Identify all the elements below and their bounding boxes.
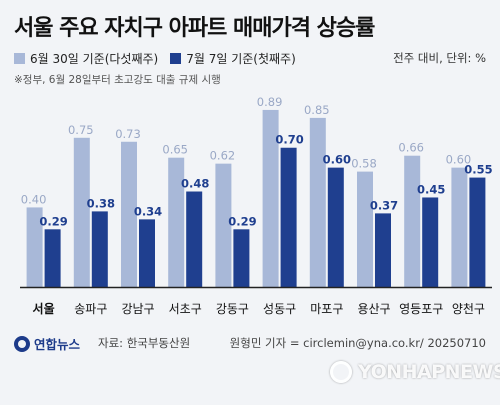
policy-note: ※정부, 6월 28일부터 초고강도 대출 규제 시행 (14, 74, 221, 86)
data-label-week5-3: 0.65 (162, 143, 188, 157)
bar-week5-5 (262, 109, 279, 287)
data-label-week1-8: 0.45 (417, 182, 445, 196)
bar-week5-8 (404, 155, 421, 287)
legend-label-week5: 6월 30일 기준(다섯째주) (30, 52, 159, 66)
x-tick-label-5: 성동구 (263, 302, 296, 316)
bar-week1-0 (44, 229, 61, 287)
credit-text: 원형민 기자 = circlemin@yna.co.kr/ 20250710 (229, 336, 486, 350)
data-label-week5-9: 0.60 (446, 153, 472, 167)
bar-week1-2 (139, 219, 155, 287)
data-label-week5-8: 0.66 (398, 141, 424, 155)
data-label-week5-0: 0.40 (21, 192, 47, 206)
x-tick-label-8: 영등포구 (399, 302, 443, 316)
bar-week5-3 (168, 157, 185, 287)
logo-text: 연합뉴스 (34, 337, 81, 352)
bar-week1-9 (469, 177, 486, 287)
bar-week1-6 (327, 167, 344, 287)
unit-label: 전주 대비, 단위: % (393, 51, 486, 65)
data-label-week5-2: 0.73 (115, 127, 141, 141)
legend-label-week1: 7월 7일 기준(첫째주) (186, 52, 296, 66)
source-text: 자료: 한국부동산원 (98, 336, 191, 350)
bar-week5-1 (73, 137, 90, 287)
data-label-week1-4: 0.29 (228, 214, 256, 228)
watermark: YONHAPNEWS (330, 361, 500, 383)
yonhap-logo: 연합뉴스 (14, 334, 80, 353)
data-label-week5-5: 0.89 (257, 95, 283, 109)
bar-week1-8 (422, 197, 439, 287)
bar-week1-3 (186, 191, 203, 287)
bar-week5-2 (121, 141, 137, 287)
data-label-week5-4: 0.62 (210, 149, 236, 163)
bar-week5-6 (309, 117, 326, 287)
x-tick-label-6: 마포구 (310, 302, 343, 316)
data-label-week5-1: 0.75 (68, 123, 94, 137)
data-label-week1-5: 0.70 (275, 133, 303, 147)
data-label-week1-6: 0.60 (323, 153, 351, 167)
x-tick-label-9: 양천구 (452, 301, 485, 316)
bar-week1-1 (91, 211, 108, 287)
bar-week5-9 (451, 167, 468, 287)
x-tick-label-2: 강남구 (121, 302, 154, 316)
bar-week1-5 (280, 147, 297, 287)
data-label-week1-9: 0.55 (464, 163, 492, 177)
data-label-week1-2: 0.34 (134, 204, 162, 218)
x-tick-label-1: 송파구 (74, 302, 107, 316)
legend-item-week5: 6월 30일 기준(다섯째주) (14, 50, 158, 67)
data-label-week1-3: 0.48 (181, 177, 209, 191)
data-label-week1-1: 0.38 (87, 196, 115, 210)
x-tick-label-3: 서초구 (169, 302, 202, 316)
bar-week5-7 (357, 171, 373, 287)
x-tick-label-4: 강동구 (216, 302, 249, 316)
bar-week5-4 (215, 163, 232, 287)
data-label-week1-7: 0.37 (370, 198, 398, 212)
yonhap-logo-icon (14, 335, 30, 352)
bar-week1-7 (375, 213, 391, 287)
watermark-text: YONHAPNEWS (358, 361, 500, 383)
chart-title: 서울 주요 자치구 아파트 매매가격 상승률 (14, 16, 375, 41)
data-label-week5-6: 0.85 (304, 103, 330, 117)
data-label-week1-0: 0.29 (39, 214, 67, 228)
legend-swatch-week5 (14, 53, 25, 64)
legend-swatch-week1 (170, 53, 182, 64)
bar-week1-4 (233, 229, 250, 287)
bar-week5-0 (26, 207, 43, 287)
legend-item-week1: 7월 7일 기준(첫째주) (170, 50, 296, 67)
x-tick-label-0: 서울 (33, 301, 55, 316)
x-tick-label-7: 용산구 (357, 302, 390, 316)
data-label-week5-7: 0.58 (351, 157, 377, 171)
watermark-icon (330, 361, 352, 383)
legend: 6월 30일 기준(다섯째주) 7월 7일 기준(첫째주) (14, 50, 308, 67)
